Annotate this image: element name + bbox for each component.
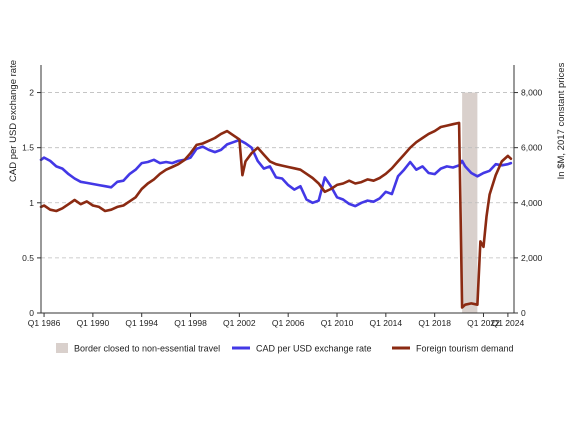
x-tick-label-q1-1986: Q1 1986 [28,318,61,328]
y-left-tick-label-1-5: 1.5 [22,143,34,153]
y-left-tick-label-0: 0 [29,308,34,318]
y-left-tick-label-1: 1 [29,198,34,208]
legend-label-border-closed: Border closed to non-essential travel [74,344,220,354]
series-line-cad-per-usd-exchange-rate [39,138,513,208]
x-tick-label-q1-2006: Q1 2006 [272,318,305,328]
gridlines [41,92,514,259]
y-right-tick-label-8-000: 8,000 [521,88,543,98]
y-axis-left-title: CAD per USD exchange rate [8,60,19,182]
series-layer [39,121,513,309]
x-tick-label-q1-2010: Q1 2010 [321,318,354,328]
x-tick-label-q1-2024: Q1 2024 [492,318,525,328]
y-left-tick-label-0-5: 0.5 [22,253,34,263]
y-axis-right-title: In $M, 2017 constant prices [556,62,567,179]
legend-swatch-shaded [56,343,68,353]
legend: Border closed to non-essential travel CA… [56,343,514,354]
x-tick-label-q1-1998: Q1 1998 [174,318,207,328]
series-line-foreign-tourism-demand [39,121,513,309]
y-right-tick-label-0: 0 [521,308,526,318]
y-right-tick-label-4-000: 4,000 [521,198,543,208]
x-tick-label-q1-2018: Q1 2018 [418,318,451,328]
x-tick-label-q1-2022: Q1 2022 [467,318,500,328]
y-right-tick-label-2-000: 2,000 [521,253,543,263]
x-tick-label-q1-1994: Q1 1994 [125,318,158,328]
x-tick-label-q1-1990: Q1 1990 [77,318,110,328]
x-tick-label-q1-2014: Q1 2014 [370,318,403,328]
y-left-tick-label-2: 2 [29,88,34,98]
x-tick-label-q1-2002: Q1 2002 [223,318,256,328]
y-right-tick-label-6-000: 6,000 [521,143,543,153]
legend-label-exchange-rate: CAD per USD exchange rate [256,344,372,354]
legend-label-tourism-demand: Foreign tourism demand [416,344,514,354]
axes: 0 0.5 1 1.5 2 0 2,000 4,000 6,000 8,000 Q1 1986 Q1 … [22,65,543,328]
